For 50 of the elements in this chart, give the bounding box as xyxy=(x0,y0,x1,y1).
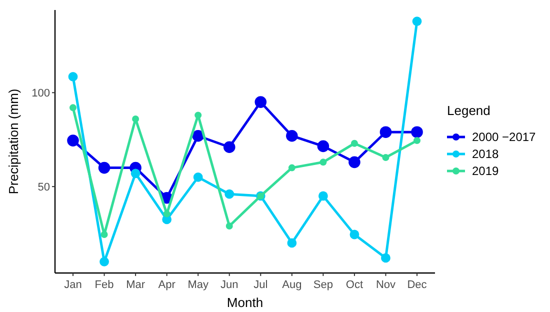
x-tick-label: Apr xyxy=(158,279,176,291)
x-tick-label: Nov xyxy=(376,279,396,291)
legend-title: Legend xyxy=(447,103,490,118)
point xyxy=(317,140,330,152)
point xyxy=(100,257,109,266)
point xyxy=(98,162,110,174)
x-tick-label: Dec xyxy=(407,279,428,291)
point xyxy=(67,134,79,146)
x-tick-label: May xyxy=(188,279,209,291)
point xyxy=(350,230,360,240)
y-tick-label: 50 xyxy=(38,181,50,194)
point xyxy=(381,253,390,263)
point xyxy=(414,137,420,144)
point xyxy=(380,126,392,138)
point xyxy=(411,126,423,138)
point xyxy=(412,16,422,26)
point xyxy=(382,154,390,161)
point xyxy=(224,189,234,199)
x-axis-title: Month xyxy=(226,295,264,310)
point xyxy=(287,238,297,248)
point xyxy=(163,210,170,218)
x-tick-label: Sep xyxy=(313,279,333,291)
legend-label: 2000 −2017 xyxy=(472,130,536,144)
x-tick-label: Feb xyxy=(94,279,114,291)
point xyxy=(286,130,298,142)
point xyxy=(320,158,327,166)
legend-label: 2018 xyxy=(472,147,500,162)
x-tick-label: Jan xyxy=(64,279,82,291)
legend-label: 2019 xyxy=(472,164,500,178)
point xyxy=(70,104,76,112)
x-tick-label: Jun xyxy=(220,279,238,291)
point xyxy=(348,156,360,168)
x-tick-label: Mar xyxy=(126,279,146,291)
point xyxy=(288,164,296,172)
point xyxy=(68,72,78,82)
point xyxy=(350,140,358,147)
x-tick-label: Jul xyxy=(254,279,268,291)
point xyxy=(130,168,140,178)
x-tick-label: Oct xyxy=(346,279,364,291)
y-axis-title: Precipitation (mm) xyxy=(6,88,21,194)
point xyxy=(100,230,108,238)
point xyxy=(226,222,233,230)
point xyxy=(132,115,140,122)
point xyxy=(254,96,267,108)
point xyxy=(318,191,328,201)
point xyxy=(193,172,203,182)
point xyxy=(194,112,202,119)
point xyxy=(223,141,236,154)
x-tick-label: Aug xyxy=(282,279,302,291)
y-tick-label: 100 xyxy=(32,88,50,100)
